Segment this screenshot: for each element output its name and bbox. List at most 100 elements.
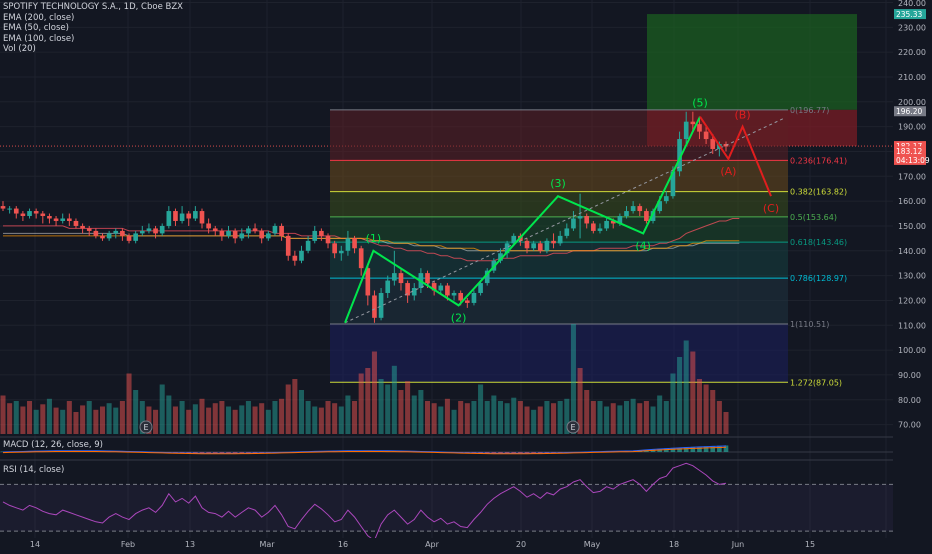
macd-histogram-bar: [226, 452, 231, 454]
wave-label: (1): [366, 232, 382, 245]
volume-bar: [637, 403, 643, 434]
volume-bar: [716, 401, 722, 434]
price-tick-label: 90.00: [898, 371, 921, 380]
candle-body: [345, 238, 351, 251]
price-tag: [894, 146, 926, 157]
time-tick-label: Feb: [121, 540, 135, 549]
candle-body: [670, 171, 676, 197]
price-axis[interactable]: 70.00 80.00 90.00 100.00 110.00 120.00 130.00 1…: [893, 0, 932, 550]
volume-bar: [192, 404, 198, 434]
time-tick-label: 13: [185, 540, 195, 549]
target-zone-box: [647, 14, 857, 110]
volume-bar: [99, 406, 106, 434]
macd-histogram-bar: [690, 446, 696, 452]
candle-body: [199, 211, 205, 224]
rsi-legend[interactable]: RSI (14, close): [3, 465, 65, 475]
volume-bar: [438, 406, 444, 434]
candle-body: [93, 230, 99, 236]
candle-body: [106, 233, 112, 239]
symbol-title[interactable]: SPOTIFY TECHNOLOGY S.A., 1D, Cboe BZX: [3, 2, 183, 12]
volume-bar: [239, 405, 245, 434]
volume-bar: [564, 398, 570, 434]
candle-body: [219, 230, 225, 236]
time-tick-label: 20: [516, 540, 526, 549]
time-tick-label: 16: [338, 540, 348, 549]
candle-body: [206, 223, 211, 229]
volume-bar: [458, 401, 464, 434]
volume-bar: [385, 384, 391, 434]
candle-body: [100, 235, 105, 239]
fib-level-label: 1.272(87.05): [790, 378, 842, 387]
candle-body: [584, 216, 590, 224]
ema50-legend[interactable]: EMA (50, close): [3, 23, 69, 34]
volume-bar: [444, 398, 450, 434]
price-axis-background: [893, 0, 932, 550]
time-axis[interactable]: 14 Feb 13 Mar 16 Apr 20 May 18 Jun 15: [0, 538, 932, 550]
candle-body: [710, 139, 716, 149]
volume-bar: [179, 401, 185, 434]
elliott-wave-drawing: (1) (2) (3) (4) (5) (A) (B) (C): [344, 97, 786, 324]
wave-label: (3): [550, 177, 566, 190]
candle-body: [697, 124, 702, 132]
candle-body: [299, 250, 304, 261]
candle-body: [159, 225, 165, 234]
candle-body: [385, 280, 391, 293]
candle-body: [438, 285, 444, 291]
wave-label: (C): [763, 202, 779, 215]
volume-bar: [391, 365, 397, 434]
candle-body: [637, 206, 643, 212]
macd-histogram-bar: [723, 445, 729, 452]
candle-body: [624, 211, 629, 217]
fib-level-label: 0.618(143.46): [790, 238, 847, 247]
volume-legend[interactable]: Vol (20): [3, 44, 36, 55]
candle-body: [425, 273, 430, 284]
volume-bar: [0, 395, 6, 434]
fib-band: [330, 160, 788, 192]
candle-body: [372, 295, 377, 318]
volume-bar: [279, 398, 285, 434]
candle-body: [657, 201, 662, 212]
macd-histogram-bar: [703, 446, 709, 452]
candle-body: [20, 213, 26, 217]
volume-bar: [245, 401, 251, 434]
volume-bar: [159, 384, 165, 434]
volume-bar: [577, 368, 583, 434]
volume-bar: [13, 401, 19, 434]
correction-wave-path: [699, 116, 772, 197]
macd-histogram-bar: [663, 448, 669, 452]
candle-body: [498, 253, 503, 261]
candle-body: [186, 213, 192, 219]
ema100-legend[interactable]: EMA (100, close): [3, 33, 75, 44]
candle-body: [338, 250, 344, 254]
price-tick-label: 100.00: [898, 346, 926, 355]
volume-bar: [80, 405, 86, 434]
volume-bar: [524, 406, 530, 434]
candle-body: [531, 243, 536, 249]
ema200-legend[interactable]: EMA (200, close): [3, 12, 75, 23]
volume-bar: [312, 406, 318, 434]
candle-body: [232, 230, 238, 239]
volume-bar: [318, 407, 324, 434]
volume-bar: [405, 381, 411, 434]
price-tag: [894, 106, 926, 117]
volume-bar: [20, 406, 26, 434]
macd-histogram-bar: [212, 452, 218, 454]
price-tick-label: 170.00: [898, 172, 926, 181]
candle-body: [146, 228, 152, 231]
price-tag: [894, 154, 926, 165]
macd-histogram-bar: [518, 452, 523, 454]
volume-bar: [650, 406, 656, 434]
candle-body: [365, 268, 371, 296]
candle-body: [537, 243, 543, 251]
volume-bar: [484, 401, 490, 434]
macd-legend[interactable]: MACD (12, 26, close, 9): [3, 440, 103, 450]
candle-body: [246, 228, 251, 234]
candle-body: [272, 225, 278, 234]
volume-bar: [511, 397, 517, 434]
candle-body: [292, 255, 298, 261]
candle-body: [471, 292, 477, 303]
candle-body: [67, 218, 72, 221]
rsi-line: [2, 462, 727, 542]
